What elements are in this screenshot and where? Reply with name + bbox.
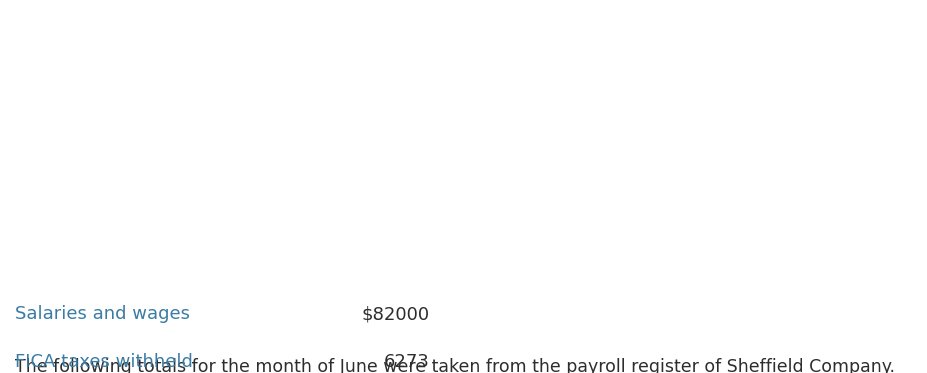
Text: FICA taxes withheld: FICA taxes withheld [15, 353, 193, 371]
Text: $82000: $82000 [362, 305, 430, 323]
Text: Salaries and wages: Salaries and wages [15, 305, 190, 323]
Text: 6273: 6273 [384, 353, 430, 371]
Text: The following totals for the month of June were taken from the payroll register : The following totals for the month of Ju… [15, 358, 895, 373]
